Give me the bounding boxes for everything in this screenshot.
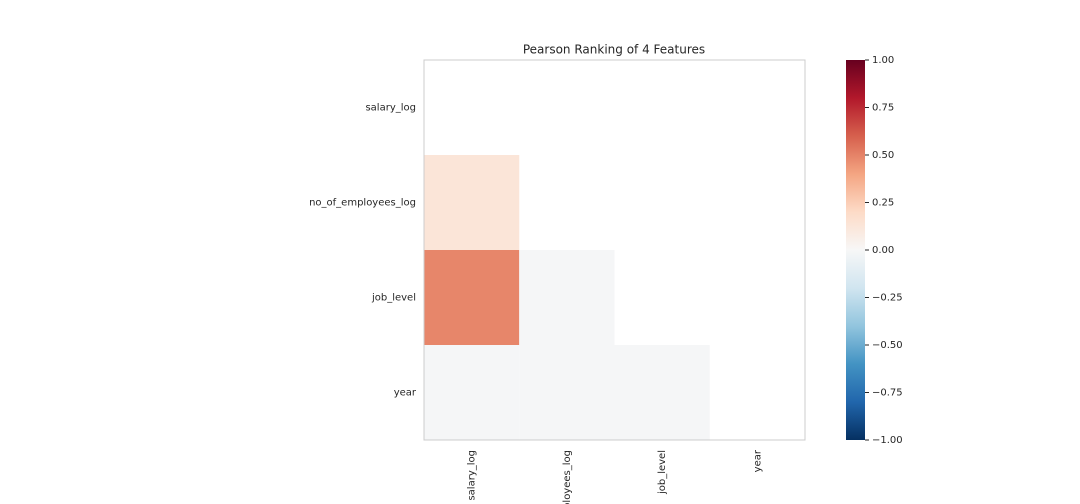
colorbar-tick-label: 0.50 [872,150,894,161]
plot-frame [423,59,806,441]
y-tick-label: no_of_employees_log [309,198,416,209]
y-tick-label: salary_log [365,103,416,114]
heatmap-cell [519,250,615,345]
heatmap-cell [424,345,520,440]
colorbar-tick-label: −0.25 [872,293,903,304]
colorbar-tick-label: 1.00 [872,55,894,66]
x-tick-label: no_of_employees_log [562,450,573,504]
x-tick-label: job_level [657,450,668,495]
colorbar-tick-label: −1.00 [872,435,903,446]
colorbar-tick-label: −0.50 [872,340,903,351]
colorbar-tick-label: −0.75 [872,388,903,399]
colorbar-tick-label: 0.75 [872,103,894,114]
y-tick-label: job_level [371,293,416,304]
heatmap-cell [424,155,520,250]
x-tick-label: salary_log [467,450,478,501]
heatmap-cell [424,250,520,345]
colorbar-tick-label: 0.00 [872,245,894,256]
y-tick-label: year [394,388,417,399]
chart-title: Pearson Ranking of 4 Features [523,43,705,57]
heatmap-cell [519,345,615,440]
heatmap-cell [614,345,710,440]
colorbar-tick-label: 0.25 [872,198,894,209]
colorbar [846,60,865,440]
x-tick-label: year [752,449,763,472]
